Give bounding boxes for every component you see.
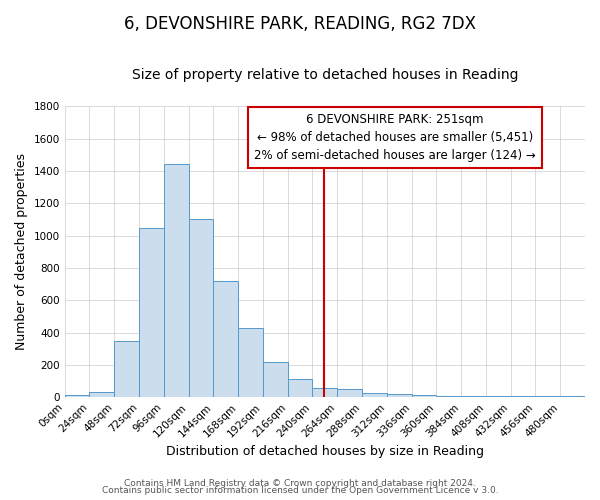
Bar [337,389,362,397]
Bar [412,395,436,397]
Bar [164,164,188,397]
Bar [263,362,287,397]
Bar [214,281,238,397]
Bar [89,392,114,397]
Bar [511,396,535,397]
Text: Contains public sector information licensed under the Open Government Licence v : Contains public sector information licen… [101,486,499,495]
Bar [486,396,511,397]
Title: Size of property relative to detached houses in Reading: Size of property relative to detached ho… [131,68,518,82]
Bar [188,220,214,397]
Bar [436,396,461,397]
Bar [313,388,337,397]
Bar [387,394,412,397]
Bar [287,380,313,397]
Bar [362,393,387,397]
X-axis label: Distribution of detached houses by size in Reading: Distribution of detached houses by size … [166,444,484,458]
Bar [535,396,560,397]
Bar [238,328,263,397]
Bar [461,396,486,397]
Bar [139,228,164,397]
Text: Contains HM Land Registry data © Crown copyright and database right 2024.: Contains HM Land Registry data © Crown c… [124,478,476,488]
Text: 6, DEVONSHIRE PARK, READING, RG2 7DX: 6, DEVONSHIRE PARK, READING, RG2 7DX [124,15,476,33]
Text: 6 DEVONSHIRE PARK: 251sqm
← 98% of detached houses are smaller (5,451)
2% of sem: 6 DEVONSHIRE PARK: 251sqm ← 98% of detac… [254,112,536,162]
Y-axis label: Number of detached properties: Number of detached properties [15,154,28,350]
Bar [560,396,585,397]
Bar [114,340,139,397]
Bar [65,395,89,397]
